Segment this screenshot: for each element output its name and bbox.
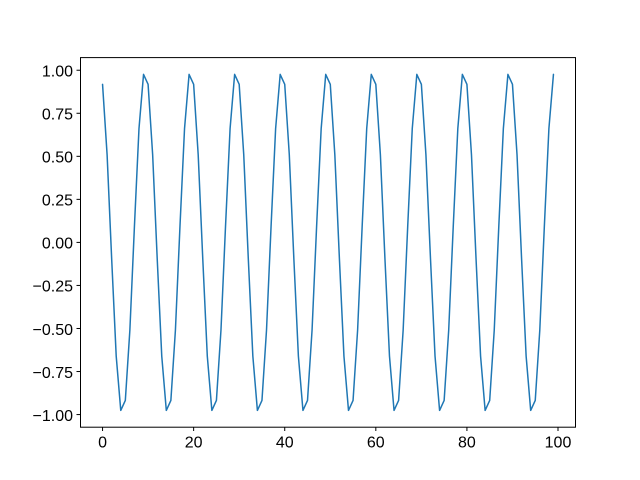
- svg-text:−0.50: −0.50: [33, 322, 74, 339]
- svg-text:0.25: 0.25: [42, 193, 73, 210]
- svg-text:−0.25: −0.25: [33, 279, 74, 296]
- svg-text:100: 100: [545, 435, 572, 452]
- svg-text:−0.75: −0.75: [33, 365, 74, 382]
- svg-text:−1.00: −1.00: [33, 408, 74, 425]
- svg-text:0.00: 0.00: [42, 236, 73, 253]
- svg-text:60: 60: [367, 435, 385, 452]
- svg-text:80: 80: [458, 435, 476, 452]
- svg-text:0.75: 0.75: [42, 107, 73, 124]
- svg-text:1.00: 1.00: [42, 64, 73, 81]
- svg-text:40: 40: [276, 435, 294, 452]
- svg-text:0.50: 0.50: [42, 150, 73, 167]
- svg-text:0: 0: [98, 435, 107, 452]
- svg-text:20: 20: [185, 435, 203, 452]
